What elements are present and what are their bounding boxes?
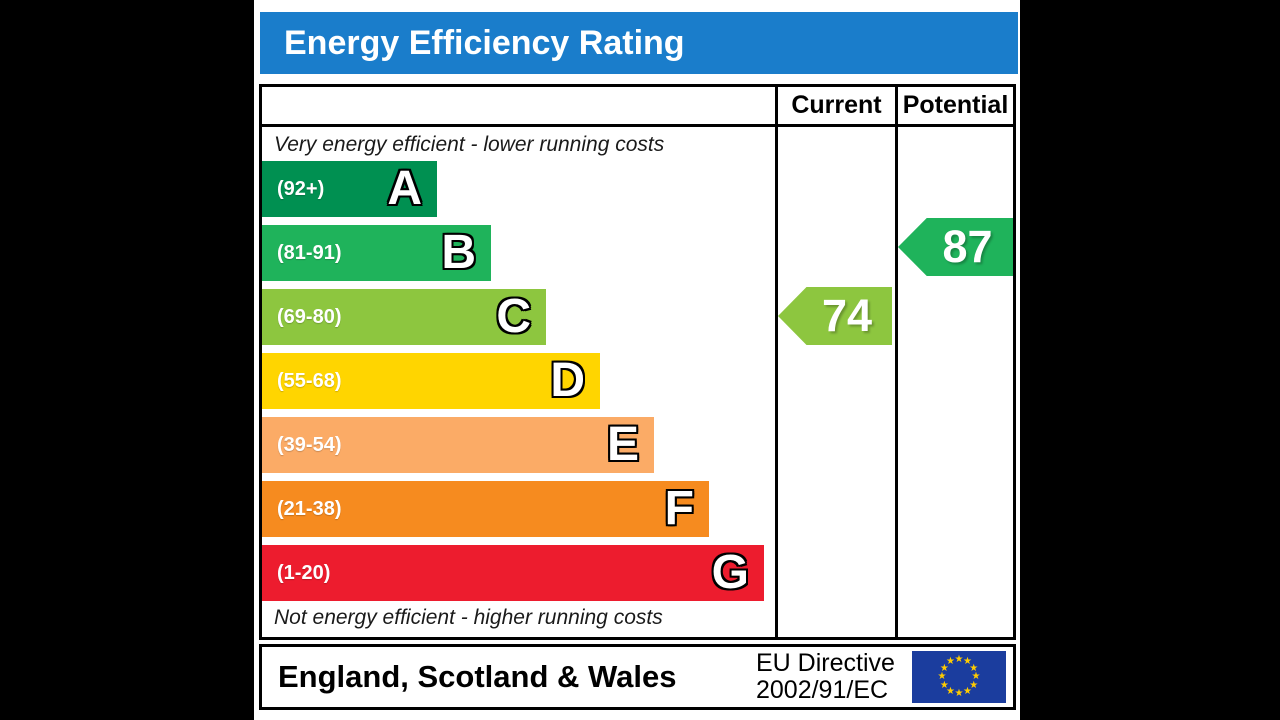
band-g-letter: G xyxy=(711,546,749,599)
band-f-letter: F xyxy=(664,482,694,535)
band-e-letter: E xyxy=(606,418,639,471)
potential-rating-value: 87 xyxy=(942,221,993,272)
certificate-panel: Energy Efficiency Rating Current Potenti… xyxy=(254,0,1020,720)
band-c: (69-80) C xyxy=(262,289,546,345)
title-bar: Energy Efficiency Rating xyxy=(260,12,1018,74)
eu-directive-line2: 2002/91/EC xyxy=(756,676,889,704)
band-d-letter: D xyxy=(550,354,585,407)
eu-flag-star-icon: ★ xyxy=(954,688,964,699)
potential-rating-arrow: 87 xyxy=(898,218,1013,276)
potential-column-header: Potential xyxy=(902,91,1009,119)
band-b: (81-91) B xyxy=(262,225,491,281)
top-note: Very energy efficient - lower running co… xyxy=(274,133,665,156)
current-rating-value: 74 xyxy=(821,290,873,341)
band-b-range-label: (81-91) xyxy=(277,241,342,264)
header-divider-line xyxy=(262,124,1013,127)
eu-flag-star-icon: ★ xyxy=(969,679,979,691)
eu-flag-star-icon: ★ xyxy=(963,685,972,697)
eu-flag-star-icon: ★ xyxy=(946,685,955,697)
region-label: England, Scotland & Wales xyxy=(278,659,677,694)
rating-table: Current Potential Very energy efficient … xyxy=(259,84,1016,640)
band-c-range-label: (69-80) xyxy=(277,305,342,328)
eu-flag: ★ ★ ★ ★ ★ ★ ★ ★ ★ ★ ★ ★ xyxy=(912,651,1006,703)
band-g: (1-20) G xyxy=(262,545,764,601)
bottom-note: Not energy efficient - higher running co… xyxy=(274,606,663,629)
band-a-range-label: (92+) xyxy=(277,177,325,200)
eu-directive-label: EU Directive 2002/91/EC xyxy=(756,650,895,704)
eu-flag-star-icon: ★ xyxy=(946,656,955,668)
band-e-range-label: (39-54) xyxy=(277,433,342,456)
eu-flag-star-icon: ★ xyxy=(963,656,972,668)
current-column-header: Current xyxy=(791,91,882,119)
column-divider-left xyxy=(775,87,778,637)
eu-flag-star-icon: ★ xyxy=(971,671,981,682)
eu-flag-star-icon: ★ xyxy=(939,679,949,691)
eu-flag-star-icon: ★ xyxy=(969,662,979,674)
band-d-range-label: (55-68) xyxy=(277,369,342,392)
band-a: (92+) A xyxy=(262,161,437,217)
footer: England, Scotland & Wales EU Directive 2… xyxy=(259,644,1016,710)
band-f: (21-38) F xyxy=(262,481,709,537)
band-b-letter: B xyxy=(441,226,476,279)
current-rating-arrow: 74 xyxy=(778,287,892,345)
eu-directive-line1: EU Directive xyxy=(756,649,895,677)
eu-flag-star-icon: ★ xyxy=(937,671,947,682)
column-divider-right xyxy=(895,87,898,637)
band-f-range-label: (21-38) xyxy=(277,497,342,520)
band-c-letter: C xyxy=(496,290,531,343)
eu-flag-star-icon: ★ xyxy=(939,662,949,674)
page-title: Energy Efficiency Rating xyxy=(284,23,685,62)
band-g-range-label: (1-20) xyxy=(277,561,331,584)
eu-flag-star-icon: ★ xyxy=(954,654,964,665)
band-d: (55-68) D xyxy=(262,353,600,409)
band-e: (39-54) E xyxy=(262,417,654,473)
band-a-letter: A xyxy=(387,162,422,215)
